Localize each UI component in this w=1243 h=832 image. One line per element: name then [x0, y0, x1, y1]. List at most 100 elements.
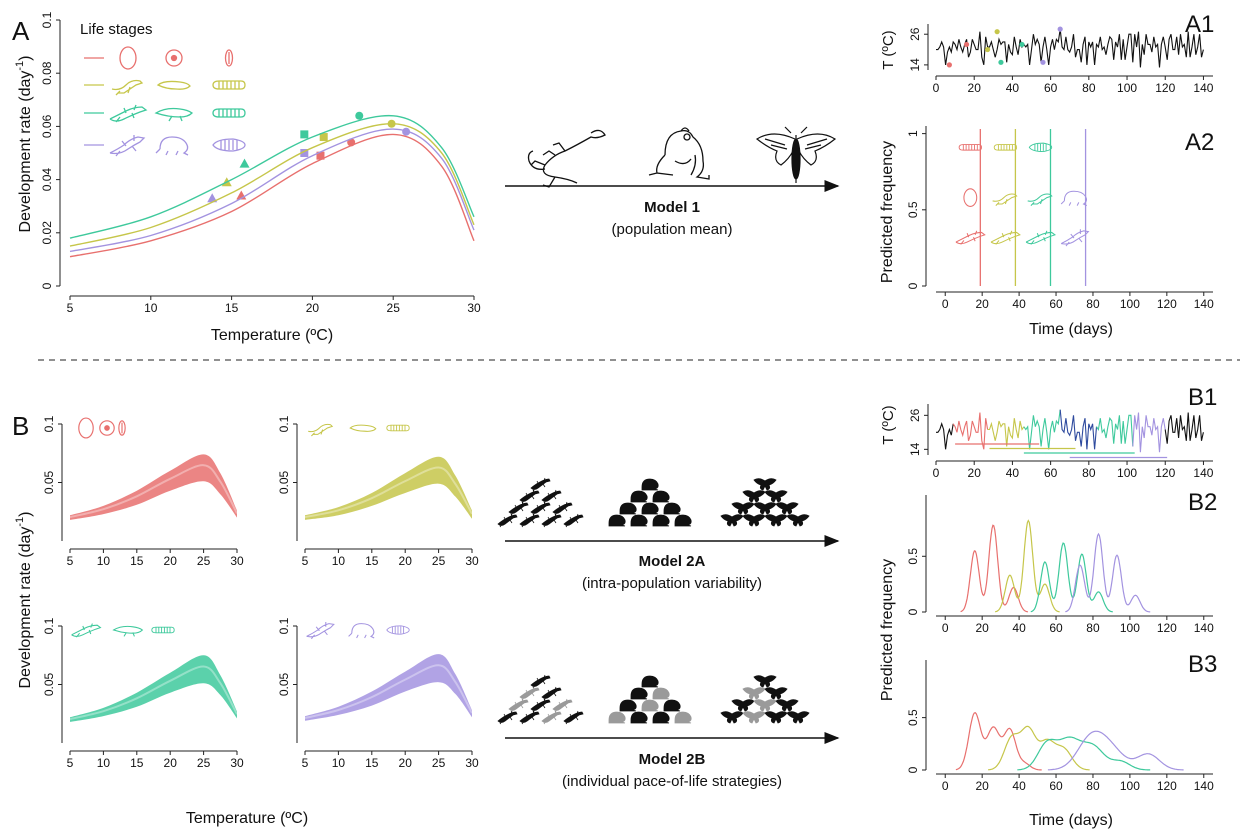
x-tick-label: 25: [432, 756, 446, 770]
rate-curve: [69, 122, 475, 247]
stage-icon: [165, 49, 183, 67]
adult-shape: [109, 135, 146, 157]
x-tick-label: 5: [67, 554, 74, 568]
model-1-name: Model 1: [644, 199, 700, 216]
y-tick-label: 0.1: [42, 617, 56, 634]
x-tick-label: 60: [1049, 621, 1063, 635]
x-tick-label: 10: [332, 554, 346, 568]
x-tick-label: 0: [933, 81, 940, 95]
x-tick-label: 25: [387, 301, 401, 315]
panel-label-a2: A2: [1185, 129, 1214, 156]
x-tick-label: 100: [1120, 297, 1140, 311]
x-tick-label: 80: [1086, 621, 1100, 635]
lizard-mini-icon: [563, 710, 584, 725]
organism-icon: [720, 711, 744, 724]
organism-icon: [608, 514, 626, 527]
panel-label-b3: B3: [1188, 651, 1217, 678]
x-tick-label: 60: [1049, 297, 1063, 311]
x-tick-label: 10: [97, 554, 111, 568]
stage-marker: [1040, 59, 1046, 65]
rate-curve: [69, 133, 475, 258]
chart-b-xlabel: Temperature (ºC): [186, 810, 308, 827]
frog-mini-icon: [641, 478, 659, 491]
y-tick-label: 0.5: [906, 709, 920, 726]
organism-icon: [641, 699, 659, 712]
lizard-icon: [527, 129, 606, 188]
lizard-mini-icon: [552, 698, 573, 713]
frog-mini-icon: [619, 699, 637, 712]
stage-marker: [1057, 26, 1063, 32]
organism-icon: [742, 514, 766, 527]
x-tick-label: 10: [144, 301, 158, 315]
stage-icon: [386, 625, 410, 635]
moth-mini-icon: [731, 699, 755, 712]
stage-icon: [109, 104, 148, 123]
moth-mini-icon: [753, 478, 777, 491]
stage-icon: [1028, 142, 1053, 152]
lizard-mini-icon: [519, 513, 540, 528]
x-tick-label: 30: [230, 756, 244, 770]
model-2b-name: Model 2B: [639, 751, 706, 768]
caterpillar-shape: [151, 626, 175, 634]
life-stage-legend: [84, 46, 246, 157]
x-tick-label: 30: [230, 554, 244, 568]
chart-b1-ylabel: T (ºC): [880, 405, 897, 444]
moth-mini-icon: [720, 711, 744, 724]
frog-mini-icon: [652, 687, 670, 700]
frog-mini-icon: [641, 502, 659, 515]
x-tick-label: 140: [1194, 779, 1214, 793]
egg-yolk: [104, 425, 110, 431]
stage-icon: [1025, 230, 1056, 245]
temperature-line: [1023, 409, 1061, 450]
rate-band: [70, 655, 237, 722]
organism-icon: [742, 490, 766, 503]
model-1-graphic: Model 1 (population mean): [505, 126, 840, 238]
frog-mini-icon: [630, 711, 648, 724]
temperature-line: [1132, 412, 1166, 453]
moth-mini-icon: [786, 711, 810, 724]
x-tick-label: 120: [1155, 81, 1175, 95]
organism-icon: [630, 514, 648, 527]
organism-icon: [731, 502, 755, 515]
organism-icon: [775, 502, 799, 515]
organism-icon: [775, 699, 799, 712]
hatchling-shape: [308, 423, 334, 437]
stage-icon: [155, 136, 189, 156]
lizard-mini-icon: [508, 698, 529, 713]
caterpillar-shape: [386, 424, 410, 432]
x-tick-label: 80: [1082, 466, 1096, 480]
rate-band-panel: 5 10 15 20 25 30 0.1 0.05: [42, 415, 244, 568]
y-tick-label: 0.05: [277, 470, 291, 494]
moth-mini-icon: [731, 502, 755, 515]
y-tick-label: 14: [908, 442, 922, 456]
y-tick-label: 26: [908, 27, 922, 41]
moth-mini-icon: [775, 502, 799, 515]
frequency-curve: [960, 524, 1029, 613]
stage-icon: [111, 79, 144, 96]
x-tick-label: 120: [1157, 297, 1177, 311]
y-tick-label: 0.02: [40, 221, 54, 245]
temperature-line: [1164, 412, 1204, 444]
pupa-shape: [1028, 142, 1053, 152]
moth-mini-icon: [764, 514, 788, 527]
frog-mini-icon: [630, 687, 648, 700]
rate-curve: [69, 128, 475, 253]
frog-mini-icon: [674, 514, 692, 527]
lizard-mini-icon: [541, 710, 562, 725]
x-tick-label: 15: [130, 756, 144, 770]
chart-a1-ylabel: T (ºC): [880, 30, 897, 69]
x-tick-label: 5: [302, 756, 309, 770]
model-2a-desc: (intra-population variability): [582, 575, 762, 592]
caterpillar-shape: [212, 108, 246, 118]
frog-shape: [348, 623, 375, 639]
organism-icon: [530, 477, 551, 492]
juvenile-shape: [109, 104, 148, 123]
x-tick-label: 25: [197, 554, 211, 568]
frog-mini-icon: [619, 502, 637, 515]
y-tick-label: 0: [906, 608, 920, 615]
panel-label-b2: B2: [1188, 489, 1217, 516]
x-tick-label: 15: [225, 301, 239, 315]
moth-mini-icon: [742, 490, 766, 503]
organism-icon: [530, 674, 551, 689]
x-tick-label: 60: [1044, 466, 1058, 480]
